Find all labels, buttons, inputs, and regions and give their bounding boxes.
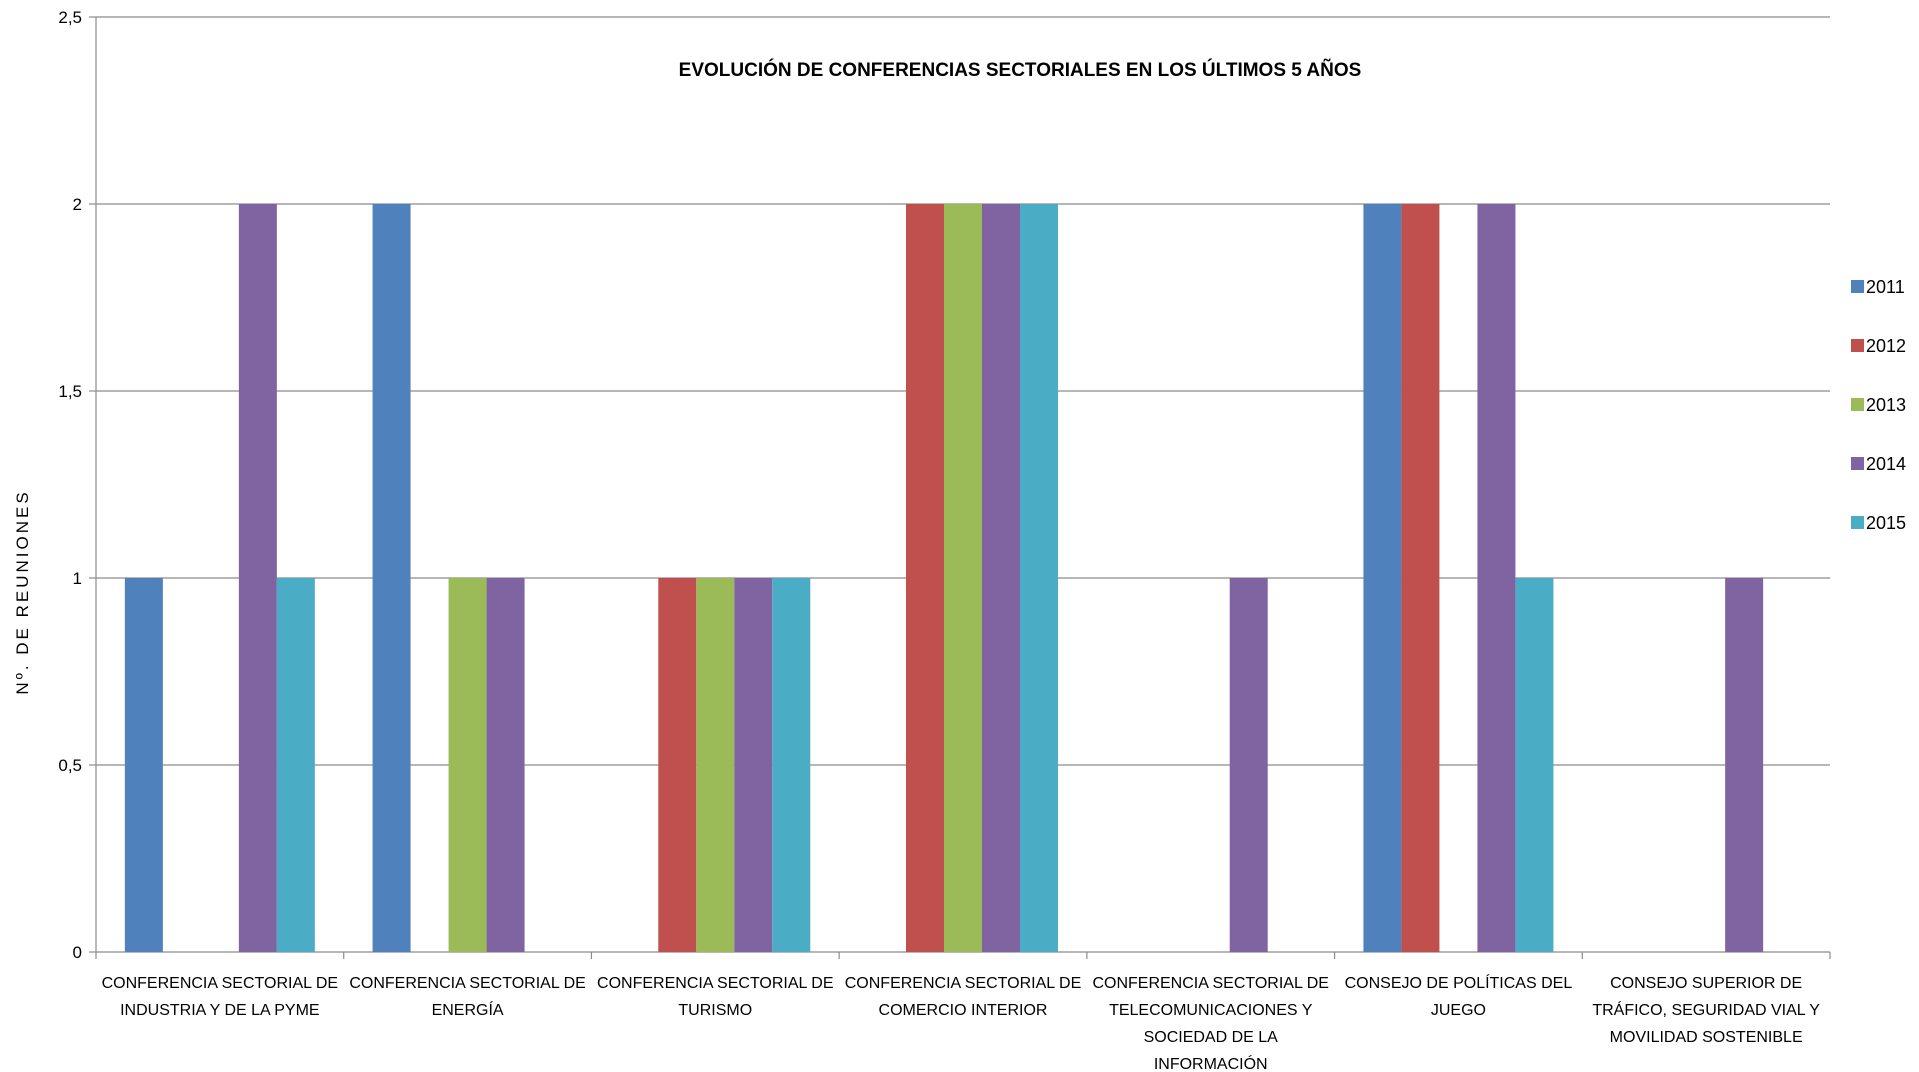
bar-2011-cat-1 <box>125 578 163 952</box>
legend-label-2015: 2015 <box>1866 513 1906 533</box>
bar-2014-cat-6 <box>1477 204 1515 952</box>
legend-swatch-2014 <box>1851 457 1864 470</box>
bar-2012-cat-3 <box>658 578 696 952</box>
bar-2011-cat-2 <box>373 204 411 952</box>
legend-swatch-2012 <box>1851 339 1864 352</box>
bar-2014-cat-4 <box>982 204 1020 952</box>
y-tick-label: 2,5 <box>58 8 82 27</box>
legend-label-2012: 2012 <box>1866 336 1906 356</box>
y-tick-label: 1 <box>73 569 82 588</box>
bar-2012-cat-6 <box>1401 204 1439 952</box>
bar-2014-cat-5 <box>1230 578 1268 952</box>
y-tick-labels: 0 0,5 1 1,5 2 2,5 <box>58 8 82 962</box>
x-category-label: CONFERENCIA SECTORIAL DE COMERCIO INTERIO… <box>845 975 1082 1019</box>
y-tick-label: 0 <box>73 943 82 962</box>
bar-2014-cat-3 <box>734 578 772 952</box>
legend-swatch-2013 <box>1851 398 1864 411</box>
bar-2013-cat-2 <box>449 578 487 952</box>
legend-label-2014: 2014 <box>1866 454 1906 474</box>
y-axis-label: Nº. DE REUNIONES <box>13 489 32 694</box>
bar-2014-cat-2 <box>487 578 525 952</box>
chart-title: EVOLUCIÓN DE CONFERENCIAS SECTORIALES EN… <box>679 59 1362 81</box>
x-category-label: CONFERENCIA SECTORIAL DE TURISMO <box>597 975 834 1019</box>
x-category-label: CONFERENCIA SECTORIAL DE ENERGÍA <box>349 975 586 1019</box>
legend-label-2011: 2011 <box>1866 277 1905 297</box>
x-category-label: CONSEJO DE POLÍTICAS DEL JUEGO <box>1345 973 1573 1019</box>
legend-swatch-2015 <box>1851 516 1864 529</box>
bar-2015-cat-3 <box>772 578 810 952</box>
legend-label-2013: 2013 <box>1866 395 1906 415</box>
bar-2013-cat-4 <box>944 204 982 952</box>
y-tick-label: 0,5 <box>58 756 82 775</box>
x-category-labels: CONFERENCIA SECTORIAL DE INDUSTRIA Y DE L… <box>102 973 1821 1072</box>
bar-2012-cat-4 <box>906 204 944 952</box>
bar-2015-cat-1 <box>277 578 315 952</box>
bar-2011-cat-6 <box>1363 204 1401 952</box>
x-category-label: CONFERENCIA SECTORIAL DE TELECOMUNICACION… <box>1092 975 1329 1072</box>
bar-2013-cat-3 <box>696 578 734 952</box>
legend-swatch-2011 <box>1851 280 1864 293</box>
y-tick-label: 2 <box>73 195 82 214</box>
bar-2015-cat-4 <box>1020 204 1058 952</box>
bar-2015-cat-6 <box>1515 578 1553 952</box>
bar-2014-cat-1 <box>239 204 277 952</box>
bar-2014-cat-7 <box>1725 578 1763 952</box>
x-category-label: CONSEJO SUPERIOR DE TRÁFICO, SEGURIDAD VI… <box>1592 975 1820 1046</box>
x-category-label: CONFERENCIA SECTORIAL DE INDUSTRIA Y DE L… <box>102 975 339 1019</box>
legend: 2011 2012 2013 2014 2015 <box>1851 277 1906 533</box>
y-tick-label: 1,5 <box>58 382 82 401</box>
